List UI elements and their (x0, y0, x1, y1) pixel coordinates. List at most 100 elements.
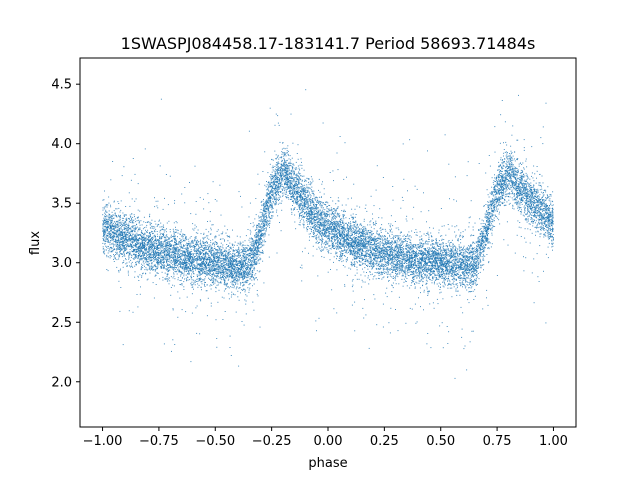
data-point (169, 254, 171, 256)
data-point (505, 181, 507, 183)
data-point (269, 217, 271, 219)
data-point (351, 250, 353, 252)
data-point (130, 227, 132, 229)
data-point (153, 249, 155, 251)
data-point (174, 235, 176, 237)
data-point (533, 204, 535, 206)
data-point (226, 275, 228, 277)
data-point (315, 212, 317, 214)
data-point (470, 276, 472, 278)
data-point (459, 249, 461, 251)
data-point (150, 239, 152, 241)
data-point (270, 217, 272, 219)
data-point (305, 188, 307, 190)
data-point (501, 183, 503, 185)
data-point (180, 275, 182, 277)
data-point (407, 272, 409, 274)
data-point (252, 255, 254, 257)
data-point (360, 274, 362, 276)
data-point (125, 258, 126, 260)
data-point (280, 171, 282, 173)
data-point (405, 236, 407, 237)
data-point (548, 214, 550, 216)
data-point (542, 197, 543, 198)
data-point (545, 225, 547, 226)
data-point (311, 211, 313, 212)
data-point (188, 244, 190, 246)
data-point (525, 186, 527, 188)
data-point (135, 228, 137, 230)
data-point (195, 307, 197, 309)
data-point (449, 283, 451, 285)
data-point (132, 242, 133, 244)
data-point (120, 214, 121, 216)
data-point (257, 230, 259, 232)
data-point (187, 260, 189, 262)
data-point (474, 252, 476, 254)
data-point (452, 263, 454, 265)
data-point (194, 259, 196, 261)
data-point (361, 286, 363, 288)
data-point (331, 244, 333, 246)
data-point (312, 255, 314, 257)
data-point (531, 232, 533, 234)
data-point (464, 251, 466, 253)
data-point (438, 277, 440, 279)
data-point (551, 225, 553, 227)
data-point (474, 278, 476, 280)
data-point (259, 224, 261, 226)
data-point (376, 245, 378, 247)
data-point (416, 254, 418, 256)
data-point (472, 235, 474, 236)
data-point (516, 168, 518, 170)
data-point (401, 240, 403, 242)
data-point (267, 205, 269, 207)
data-point (145, 237, 146, 239)
data-point (363, 238, 365, 240)
data-point (308, 183, 310, 185)
data-point (159, 249, 161, 251)
data-point (120, 221, 122, 223)
data-point (250, 253, 252, 255)
data-point (302, 223, 304, 225)
data-point (346, 274, 348, 276)
data-point (215, 257, 217, 259)
data-point (445, 243, 447, 245)
data-point (264, 228, 265, 230)
data-point (119, 216, 121, 218)
data-point (488, 247, 490, 249)
data-point (337, 245, 339, 247)
data-point (165, 245, 167, 247)
data-point (398, 247, 399, 249)
data-point (431, 270, 433, 272)
data-point (512, 159, 514, 161)
data-point (258, 223, 260, 225)
data-point (534, 215, 536, 217)
data-point (303, 199, 305, 200)
data-point (115, 254, 117, 255)
data-point (491, 224, 493, 226)
data-point (202, 237, 204, 239)
data-point (289, 164, 291, 166)
data-point (198, 241, 200, 242)
data-point (380, 259, 381, 261)
data-point (547, 205, 549, 207)
data-point (378, 271, 380, 273)
data-point (103, 199, 105, 201)
data-point (192, 242, 194, 244)
data-point (242, 260, 244, 262)
data-point (313, 230, 314, 232)
data-point (414, 264, 416, 266)
data-point (529, 207, 531, 209)
data-point (107, 270, 109, 272)
data-point (392, 282, 394, 284)
data-point (248, 270, 250, 272)
data-point (276, 158, 277, 160)
data-point (137, 260, 139, 262)
data-point (276, 211, 277, 213)
data-point (435, 278, 437, 280)
data-point (329, 245, 331, 246)
data-point (322, 181, 323, 183)
data-point (513, 208, 515, 210)
data-point (452, 279, 454, 281)
